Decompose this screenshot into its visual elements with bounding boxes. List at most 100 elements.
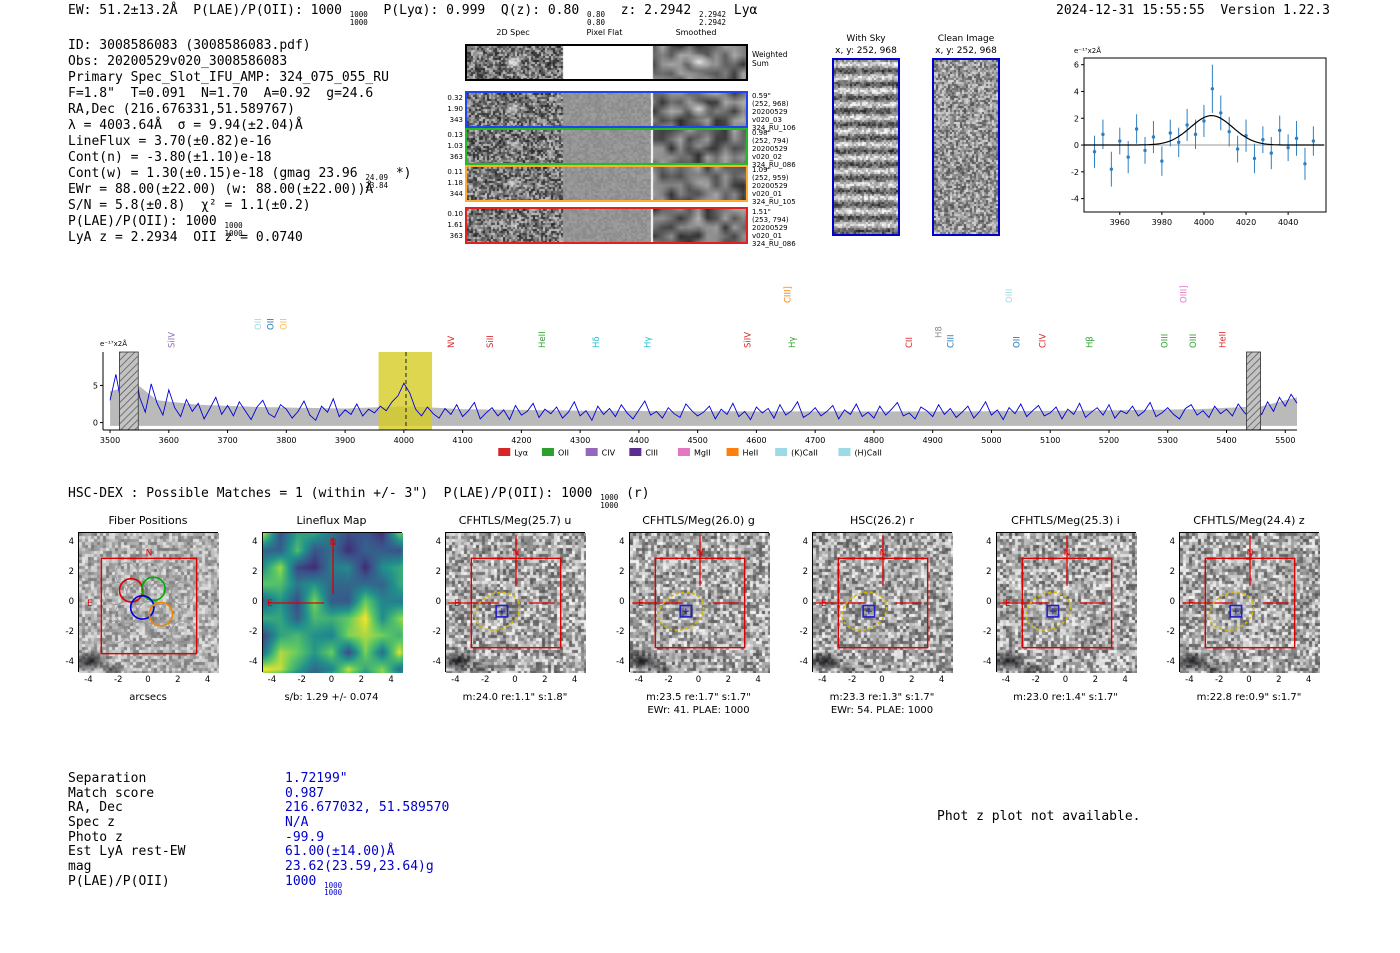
- legend-swatch: [775, 448, 788, 456]
- match-value: 1000 1000 1000: [285, 874, 342, 896]
- emission-line-label: CIV: [1039, 334, 1049, 348]
- match-row: Spec z N/A: [68, 815, 449, 831]
- spec2d-panel: 2D Spec Pixel Flat Smoothed Weighted Sum 0.32…: [443, 28, 823, 253]
- legend-swatch: [585, 448, 598, 456]
- x-tick-label: 4700: [805, 436, 825, 445]
- y-tick-label: 0: [986, 597, 992, 607]
- north-marker: N: [1247, 548, 1254, 558]
- spec2d-column-title: Smoothed: [675, 28, 717, 37]
- y-tick-label: 2: [1169, 567, 1175, 578]
- text-segment: P(Lyα): 0.999 Q(z): 0.80: [367, 3, 587, 18]
- y-tick-label: 0: [93, 419, 98, 428]
- cutout-title: HSC(26.2) r: [849, 514, 915, 527]
- fraction-top: 2.2942: [698, 10, 727, 19]
- x-tick-label: 0: [145, 675, 151, 685]
- header-timestamp: 2024-12-31 15:55:55 Version 1.22.3: [1056, 3, 1330, 18]
- cutout-title: CFHTLS/Meg(26.0) g: [642, 514, 755, 527]
- fiber-circle: [159, 562, 184, 586]
- catalog-object-box: [862, 604, 876, 618]
- match-label: P(LAE)/P(OII): [68, 873, 170, 889]
- emission-line-label: OIII: [1189, 334, 1199, 348]
- sky-panel-coords: x, y: 252, 968: [835, 46, 897, 56]
- match-label: mag: [68, 859, 92, 875]
- data-point: [1151, 135, 1156, 139]
- x-tick-label: 4: [571, 675, 578, 685]
- text-segment: λ = 4003.64Å σ = 9.94(±2.04)Å: [68, 118, 303, 133]
- data-point: [1294, 136, 1299, 141]
- info-line: P(LAE)/P(OII): 1000 1000 1000: [68, 214, 411, 237]
- match-row: RA, Dec 216.677032, 51.589570: [68, 801, 449, 816]
- emission-line-label: SiIV: [744, 332, 754, 348]
- text-segment: Lyα: [726, 3, 758, 18]
- data-point: [1210, 87, 1215, 91]
- legend-swatch: [541, 448, 554, 456]
- spec2d-value: 1.03: [447, 142, 463, 150]
- y-tick-label: 0: [1074, 141, 1079, 150]
- spec2d-annotation-line: (253, 794): [752, 216, 789, 224]
- east-marker: E: [1005, 599, 1011, 609]
- selected-fiber-circle: [148, 601, 174, 627]
- text-segment: EWr = 88.00(±22.00) (w: 88.00(±22.00))Å: [68, 182, 374, 197]
- north-marker: N: [696, 548, 703, 558]
- match-value: N/A: [285, 815, 308, 830]
- match-row: P(LAE)/P(OII) 1000 1000 1000: [68, 873, 449, 896]
- y-tick-label: -2: [432, 626, 441, 637]
- emission-line-label: Hδ: [592, 336, 602, 348]
- cutout-image: [79, 533, 219, 673]
- x-tick-label: 5500: [1275, 436, 1295, 445]
- x-tick-label: 3900: [335, 436, 355, 445]
- x-tick-label: -2: [1031, 675, 1040, 685]
- x-tick-label: -2: [297, 675, 306, 685]
- match-row: mag 23.62(23.59,23.64)g: [68, 859, 449, 875]
- legend-label: (H)CaII: [854, 449, 881, 458]
- emission-line-label: Hγ: [644, 337, 654, 348]
- spec2d-value: 1.61: [447, 221, 463, 229]
- spec2d-row-annotation: 1.09" (252, 959) 20200529 v020_01 324_RU_105: [752, 166, 796, 206]
- spectrum-svg: 3500 3600 3700 3800 3900 4000 4100 4200 4300 4400…: [93, 285, 1298, 458]
- sky-panel-title: With Sky: [846, 34, 886, 44]
- spec2d-annotation-line: 1.09": [752, 166, 771, 174]
- info-line: ID: 3008586083 (3008586083.pdf): [68, 38, 411, 54]
- emission-line-label: SiII: [486, 335, 496, 348]
- cutout-panel: HSC(26.2) r N E -4 -4 -2 -2 0 0 2 2 4 4 m:23.3 re:1.3…: [778, 508, 986, 728]
- fraction-bottom: 0.80: [586, 17, 606, 27]
- x-tick-label: -4: [818, 675, 827, 685]
- x-tick-label: -4: [267, 675, 277, 685]
- cutout-caption: s/b: 1.29 +/- 0.074: [284, 692, 379, 703]
- spec2d-annotation-line: v020_03: [752, 116, 782, 124]
- aperture-ellipse: [841, 591, 888, 631]
- legend-label: CIV: [602, 449, 616, 458]
- text-segment: LineFlux = 3.70(±0.82)e-16: [68, 134, 272, 149]
- x-tick-label: -2: [113, 675, 123, 685]
- fraction-bottom: 1000: [324, 888, 343, 898]
- data-point: [1185, 123, 1189, 127]
- emission-line-label: CII: [905, 337, 915, 348]
- weighted-sum-label-line: Weighted: [752, 50, 788, 59]
- fraction-bottom: 23.84: [365, 180, 388, 190]
- y-tick-label: 0: [619, 597, 625, 607]
- cutout-panel: Lineflux Map N E -4 -4 -2 -2 0 0 2 2 4 4 s/b: 1.29 +/…: [228, 508, 436, 728]
- spec2d-annotation-line: 0.98": [752, 129, 771, 137]
- emission-line-label: OII: [254, 318, 264, 330]
- y-tick-label: -2: [616, 626, 625, 637]
- x-tick-label: 3500: [100, 436, 120, 445]
- cutout-panel: CFHTLS/Meg(24.4) z N E -4 -4 -2 -2 0 0 2 2 4 4 m:22.8…: [1145, 508, 1353, 728]
- aperture-ellipse: [1024, 591, 1071, 631]
- x-tick-label: 4: [755, 675, 761, 685]
- spec2d-row: [465, 207, 748, 244]
- emission-line-label: Hβ: [1086, 336, 1096, 348]
- match-value: 0.987: [285, 786, 324, 801]
- emission-line-label: Hγ: [788, 337, 798, 348]
- data-point: [1118, 139, 1122, 143]
- data-point: [1176, 140, 1181, 145]
- line-fit-svg: -4 -2 0 2 4 6 3960 3980 4000 4020 4040 e⁻¹⁷x2Å: [1071, 46, 1327, 227]
- stacked-fraction: 1000 1000: [600, 494, 618, 509]
- y-tick-label: 4: [68, 537, 74, 548]
- spec2d-annotation-line: 1.51": [752, 208, 771, 216]
- text-segment: Obs: 20200529v020_3008586083: [68, 54, 288, 69]
- info-line: Obs: 20200529v020_3008586083: [68, 54, 411, 70]
- text-segment: z: 2.2942: [605, 3, 699, 18]
- data-point: [1160, 159, 1164, 163]
- catalog-object-box: [1229, 604, 1243, 618]
